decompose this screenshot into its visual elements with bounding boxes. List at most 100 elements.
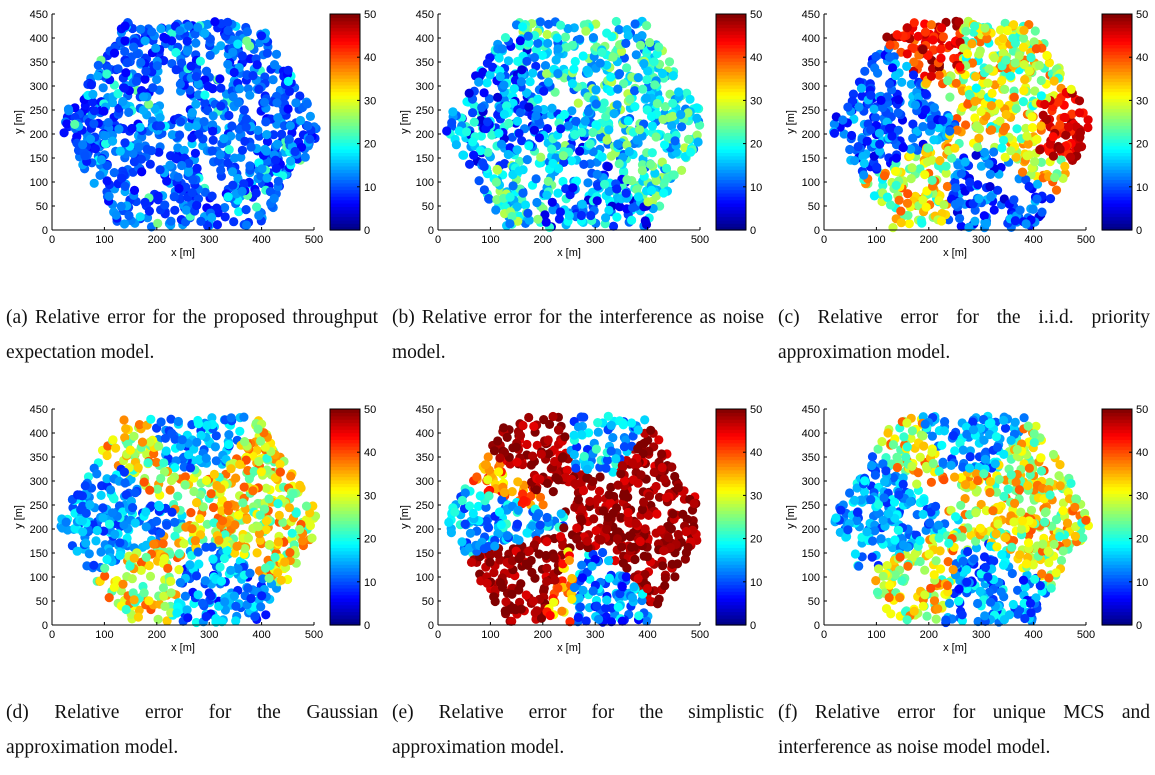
data-point [152, 517, 161, 526]
y-tick-label: 400 [802, 33, 820, 45]
data-point [669, 71, 678, 80]
data-point [483, 475, 492, 484]
data-point [134, 613, 143, 622]
data-point [866, 125, 875, 134]
data-point [665, 57, 674, 66]
data-point [509, 604, 518, 613]
scatter-points [442, 17, 704, 232]
data-point [270, 60, 279, 69]
data-point [307, 534, 316, 543]
data-point [162, 177, 171, 186]
data-point [288, 529, 297, 538]
data-point [506, 193, 515, 202]
data-point [609, 222, 618, 231]
data-point [75, 490, 84, 499]
data-point [838, 115, 847, 124]
data-point [1000, 85, 1009, 94]
data-point [526, 77, 535, 86]
data-point [576, 602, 585, 611]
data-point [1001, 123, 1010, 132]
data-point [535, 475, 544, 484]
data-point [105, 593, 114, 602]
data-point [130, 595, 139, 604]
data-point [271, 553, 280, 562]
data-point [674, 530, 683, 539]
data-point [610, 109, 619, 118]
data-point [572, 524, 581, 533]
data-point [542, 537, 551, 546]
data-point [880, 171, 889, 180]
data-point [614, 603, 623, 612]
data-point [286, 472, 295, 481]
data-point [130, 554, 139, 563]
data-point [104, 118, 113, 127]
data-point [601, 604, 610, 613]
data-point [115, 538, 124, 547]
data-point [209, 503, 218, 512]
data-point [233, 40, 242, 49]
data-point [495, 453, 504, 462]
x-tick-label: 500 [305, 629, 323, 641]
data-point [892, 181, 901, 190]
data-point [207, 213, 216, 222]
data-point [469, 509, 478, 518]
data-point [130, 186, 139, 195]
data-point [613, 85, 622, 94]
data-point [499, 81, 508, 90]
data-point [250, 612, 259, 621]
x-axis-label: x [m] [557, 247, 581, 259]
colorbar-tick-label: 40 [364, 52, 376, 64]
data-point [484, 523, 493, 532]
colorbar-tick-label: 20 [364, 139, 376, 151]
data-point [977, 107, 986, 116]
data-point [694, 137, 703, 146]
data-point [82, 509, 91, 518]
data-point [175, 549, 184, 558]
data-point [231, 616, 240, 625]
y-axis-label: y [m] [13, 505, 25, 529]
y-tick-label: 150 [30, 153, 48, 165]
data-point [480, 185, 489, 194]
data-point [88, 90, 97, 99]
data-point [902, 62, 911, 71]
data-point [532, 485, 541, 494]
data-point [469, 151, 478, 160]
data-point [288, 489, 297, 498]
data-point [570, 431, 579, 440]
data-point [659, 188, 668, 197]
data-point [129, 432, 138, 441]
data-point [196, 217, 205, 226]
data-point [674, 87, 683, 96]
data-point [146, 572, 155, 581]
colorbar-tick-label: 10 [364, 182, 376, 194]
data-point [543, 479, 552, 488]
data-point [470, 118, 479, 127]
data-point [525, 546, 534, 555]
data-point [252, 189, 261, 198]
data-point [461, 520, 470, 529]
data-point [239, 105, 248, 114]
data-point [218, 516, 227, 525]
data-point [922, 203, 931, 212]
data-point [191, 39, 200, 48]
data-point [202, 612, 211, 621]
data-point [175, 26, 184, 35]
data-point [1037, 91, 1046, 100]
y-tick-label: 450 [30, 404, 48, 416]
data-point [951, 183, 960, 192]
data-point [559, 151, 568, 160]
data-point [642, 616, 651, 625]
data-point [998, 34, 1007, 43]
data-point [140, 588, 149, 597]
data-point [156, 165, 165, 174]
data-point [194, 547, 203, 556]
data-point [106, 485, 115, 494]
data-point [247, 142, 256, 151]
data-point [945, 93, 954, 102]
data-point [128, 574, 137, 583]
colorbar-segment [716, 14, 746, 18]
y-tick-label: 250 [416, 105, 434, 117]
data-point [285, 503, 294, 512]
data-point [238, 146, 247, 155]
